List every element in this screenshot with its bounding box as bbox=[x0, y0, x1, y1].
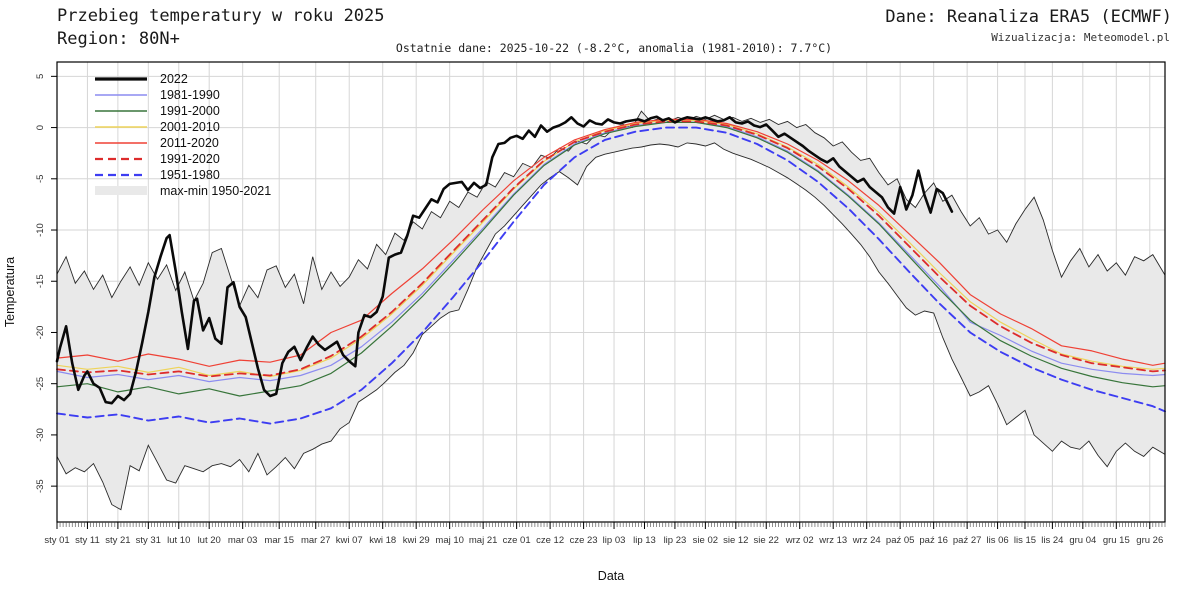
x-tick-label: sty 01 bbox=[44, 535, 69, 546]
series-line-1991-2020 bbox=[56, 120, 1166, 378]
x-tick-label: kwi 18 bbox=[369, 535, 396, 546]
y-axis-title: Temperatura bbox=[3, 257, 17, 327]
x-tick-label: maj 21 bbox=[469, 535, 498, 546]
x-tick-label: mar 03 bbox=[228, 535, 258, 546]
x-tick-label: lis 15 bbox=[1014, 535, 1036, 546]
y-tick-label: -25 bbox=[35, 377, 46, 391]
y-tick-label: -15 bbox=[35, 274, 46, 288]
x-tick-label: wrz 24 bbox=[852, 535, 881, 546]
series-line-1991-2000 bbox=[56, 121, 1166, 397]
legend-label: 2022 bbox=[160, 72, 188, 86]
legend-swatch-band bbox=[95, 186, 147, 195]
series-line-2001-2010 bbox=[56, 119, 1166, 378]
x-tick-label: wrz 13 bbox=[818, 535, 847, 546]
x-tick-label: gru 15 bbox=[1103, 535, 1130, 546]
legend-label: 1981-1990 bbox=[160, 88, 220, 102]
x-tick-label: lis 06 bbox=[986, 535, 1008, 546]
x-tick-label: lip 13 bbox=[633, 535, 656, 546]
x-tick-label: maj 10 bbox=[435, 535, 464, 546]
x-tick-label: lut 20 bbox=[198, 535, 221, 546]
x-tick-label: lip 03 bbox=[603, 535, 626, 546]
x-tick-label: paź 16 bbox=[919, 535, 948, 546]
x-tick-label: lis 24 bbox=[1041, 535, 1063, 546]
legend-label: 2011-2020 bbox=[160, 136, 219, 150]
x-tick-label: cze 12 bbox=[536, 535, 564, 546]
x-tick-label: gru 26 bbox=[1136, 535, 1163, 546]
x-tick-label: wrz 02 bbox=[785, 535, 814, 546]
x-tick-label: sty 31 bbox=[136, 535, 161, 546]
series-line-2011-2020 bbox=[56, 118, 1166, 367]
x-tick-label: paź 05 bbox=[886, 535, 915, 546]
x-tick-label: mar 15 bbox=[264, 535, 294, 546]
x-tick-label: gru 04 bbox=[1069, 535, 1096, 546]
x-tick-label: lut 10 bbox=[167, 535, 190, 546]
region-label: Region: 80N+ bbox=[57, 29, 180, 49]
y-tick-label: -20 bbox=[35, 326, 46, 340]
x-tick-label: sie 02 bbox=[693, 535, 718, 546]
y-tick-label: -35 bbox=[35, 479, 46, 493]
x-tick-label: mar 27 bbox=[301, 535, 331, 546]
band-min-line bbox=[56, 142, 1166, 511]
x-tick-label: sty 21 bbox=[105, 535, 130, 546]
x-tick-label: sty 11 bbox=[75, 535, 100, 546]
x-tick-label: sie 22 bbox=[754, 535, 779, 546]
y-tick-label: 0 bbox=[35, 125, 46, 130]
last-data-subtitle: Ostatnie dane: 2025-10-22 (-8.2°C, anoma… bbox=[395, 41, 833, 55]
page-title: Przebieg temperatury w roku 2025 Region: … bbox=[57, 5, 385, 51]
y-tick-label: 5 bbox=[35, 74, 46, 79]
y-tick-label: -30 bbox=[35, 428, 46, 442]
legend-label: max-min 1950-2021 bbox=[160, 184, 271, 198]
series-line-1951-1980 bbox=[56, 126, 1166, 425]
title-line: Przebieg temperatury w roku 2025 bbox=[57, 6, 385, 26]
x-tick-label: kwi 29 bbox=[403, 535, 430, 546]
x-axis-title: Data bbox=[598, 569, 624, 583]
x-tick-label: sie 12 bbox=[723, 535, 748, 546]
y-tick-label: -10 bbox=[35, 223, 46, 237]
x-tick-label: lip 23 bbox=[664, 535, 687, 546]
x-tick-label: cze 01 bbox=[503, 535, 531, 546]
y-tick-label: -5 bbox=[35, 175, 46, 183]
x-tick-label: cze 23 bbox=[570, 535, 598, 546]
legend-label: 1991-2000 bbox=[160, 104, 220, 118]
legend-label: 1951-1980 bbox=[160, 168, 220, 182]
legend-label: 2001-2010 bbox=[160, 120, 220, 134]
series-line-2022 bbox=[55, 115, 954, 405]
legend-label: 1991-2020 bbox=[160, 152, 220, 166]
band-max-min-area bbox=[57, 111, 1165, 510]
x-tick-label: paź 27 bbox=[953, 535, 982, 546]
data-source-label: Dane: Reanaliza ERA5 (ECMWF) bbox=[885, 7, 1172, 27]
x-tick-label: kwi 07 bbox=[336, 535, 363, 546]
visualization-credit: Wizualizacja: Meteomodel.pl bbox=[991, 31, 1170, 44]
series-line-1981-1990 bbox=[56, 121, 1166, 383]
